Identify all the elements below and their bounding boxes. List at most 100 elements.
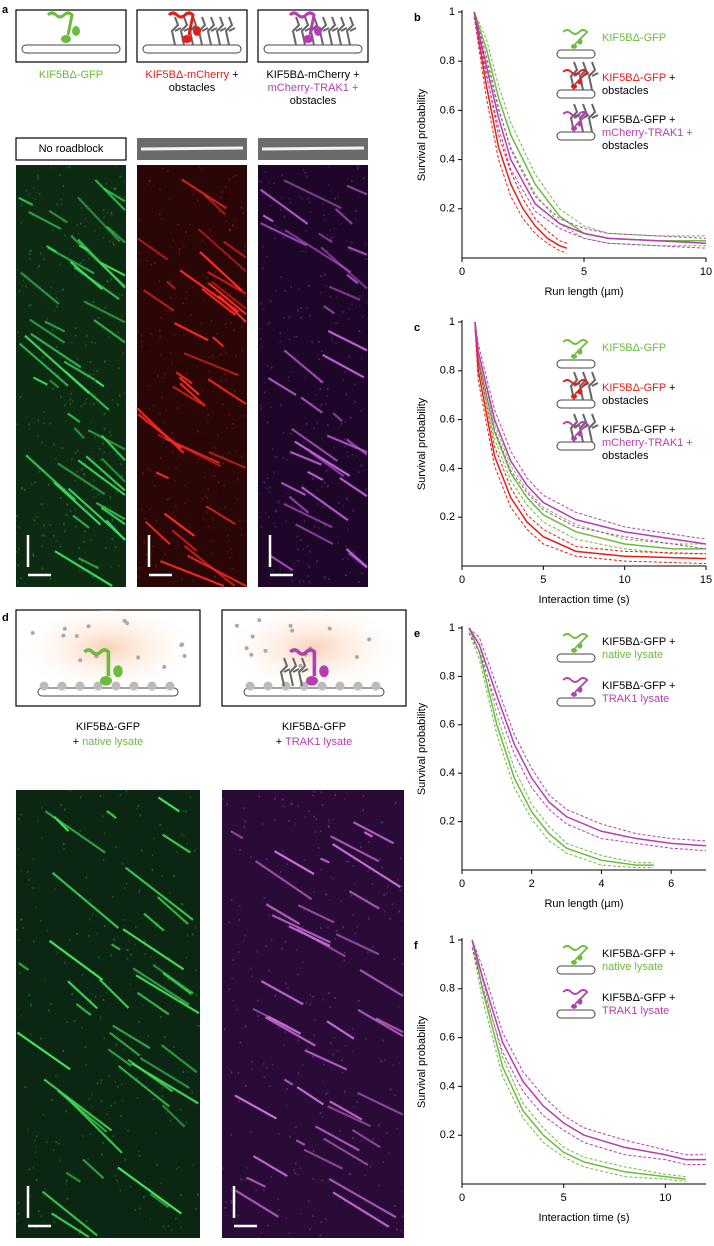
kymo-noise <box>138 575 140 578</box>
kymo-track <box>326 1020 355 1040</box>
kymo-noise <box>138 891 140 894</box>
kymo-noise <box>243 825 246 828</box>
kymo-noise <box>286 1104 288 1107</box>
kymo-noise <box>274 510 277 513</box>
kymo-noise <box>136 1077 138 1080</box>
kymo-noise <box>268 491 271 494</box>
kymo-noise <box>89 1133 92 1136</box>
kymo-noise <box>354 400 356 403</box>
panel-label: a <box>2 4 9 16</box>
ci-line <box>473 11 707 239</box>
text-segment: KIF5BΔ-GFP <box>282 721 346 733</box>
kymo-noise <box>41 567 44 570</box>
kymo-noise <box>115 1043 118 1046</box>
kymo-noise <box>145 553 148 556</box>
panel-label: f <box>414 940 418 952</box>
kymo-noise <box>125 948 128 951</box>
kymo-noise <box>85 217 87 220</box>
kymo-noise <box>90 539 92 542</box>
y-tick-label: 0.2 <box>440 1129 455 1141</box>
kymo-noise <box>285 520 287 523</box>
kymo-noise <box>362 795 365 798</box>
kymo-noise <box>53 1220 55 1223</box>
kymo-noise <box>230 1201 233 1204</box>
kymo-noise <box>59 356 62 359</box>
kymo-track <box>32 376 48 386</box>
kymo-noise <box>148 241 151 244</box>
kymo-noise <box>155 925 157 928</box>
text-segment: KIF5BΔ-GFP + <box>602 992 675 1004</box>
kymo-noise <box>94 435 96 438</box>
kymo-noise <box>263 897 266 900</box>
kymo-noise <box>345 239 347 242</box>
kymo-noise <box>341 1059 343 1062</box>
kymo-noise <box>298 195 300 198</box>
kymo-noise <box>59 395 62 398</box>
kymo-noise <box>43 422 45 425</box>
kymo-noise <box>274 237 276 240</box>
kymo-track <box>98 978 130 1009</box>
kymo-noise <box>133 943 136 946</box>
kymo-noise <box>87 1158 89 1161</box>
kymo-noise <box>398 1005 400 1008</box>
kymo-noise <box>85 344 87 347</box>
kymo-track <box>259 188 309 225</box>
motor-stalk <box>83 648 111 676</box>
kymo-noise <box>290 432 292 435</box>
kymo-noise <box>334 197 336 200</box>
kymo-noise <box>336 1050 339 1053</box>
kymo-noise <box>360 1139 362 1142</box>
motor-head <box>577 998 583 1005</box>
kymo-track <box>47 246 95 275</box>
kymo-track <box>18 342 69 387</box>
kymo-noise <box>299 316 302 319</box>
kymo-noise <box>327 183 330 186</box>
kymo-noise <box>134 972 136 975</box>
kymo-noise <box>225 220 228 223</box>
kymo-noise <box>206 511 208 514</box>
kymo-noise <box>199 329 201 332</box>
motor-stalk <box>562 69 589 85</box>
caption-line: KIF5BΔ-GFP + <box>602 114 675 126</box>
kymo-track <box>363 831 374 838</box>
kymo-noise <box>267 365 269 368</box>
kymo-track <box>127 1058 174 1093</box>
ci-line <box>468 627 707 842</box>
kymo-noise <box>110 213 113 216</box>
kymo-noise <box>76 932 78 935</box>
kymo-noise <box>265 944 267 947</box>
kymo-noise <box>60 803 62 806</box>
kymo-noise <box>305 1099 307 1102</box>
kymo-noise <box>91 1106 94 1109</box>
text-segment: KIF5BΔ-mCherry + <box>266 69 359 81</box>
kymo-noise <box>293 336 296 339</box>
kymo-noise <box>92 496 94 499</box>
kymo-noise <box>335 322 338 325</box>
kymo-noise <box>312 1034 315 1037</box>
kymo-noise <box>364 1174 367 1177</box>
kymo-noise <box>323 1063 325 1066</box>
kymo-track <box>143 912 165 932</box>
obstacle-signal <box>261 146 365 151</box>
kymo-track <box>323 1137 369 1166</box>
microtubule <box>243 687 385 697</box>
kymo-noise <box>185 297 187 300</box>
kymo-track <box>143 289 175 312</box>
kymo-noise <box>102 1141 104 1144</box>
kymo-noise <box>112 241 115 244</box>
panel-label: b <box>414 12 421 24</box>
kymo-noise <box>280 229 283 232</box>
kymo-noise <box>380 1060 382 1063</box>
kymo-track <box>57 462 106 496</box>
kymo-noise <box>289 569 292 572</box>
motor-head <box>577 120 583 127</box>
kymo-noise <box>168 198 170 201</box>
kymo-noise <box>158 280 161 283</box>
kymo-noise <box>22 926 25 929</box>
kymo-noise <box>307 575 309 578</box>
kymo-noise <box>262 193 264 196</box>
lysate-particle <box>367 637 372 642</box>
kymo-noise <box>288 1232 291 1235</box>
kymo-noise <box>43 979 46 982</box>
text-segment: TRAK1 lysate <box>602 1005 669 1017</box>
